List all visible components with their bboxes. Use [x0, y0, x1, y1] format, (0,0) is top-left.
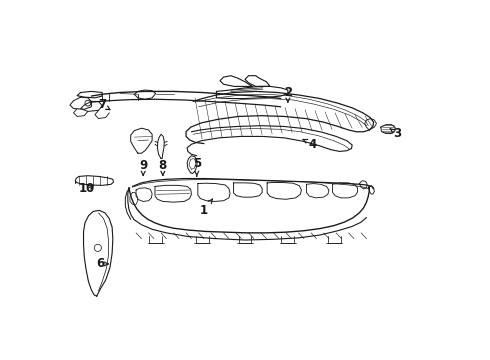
- Text: 7: 7: [98, 99, 110, 112]
- Text: 8: 8: [159, 159, 167, 175]
- Text: 10: 10: [79, 183, 95, 195]
- Text: 1: 1: [200, 199, 213, 217]
- Text: 6: 6: [96, 257, 108, 270]
- Text: 5: 5: [193, 157, 201, 176]
- Text: 9: 9: [139, 159, 147, 175]
- Text: 4: 4: [303, 138, 317, 151]
- Text: 2: 2: [284, 86, 292, 102]
- Text: 3: 3: [390, 127, 401, 140]
